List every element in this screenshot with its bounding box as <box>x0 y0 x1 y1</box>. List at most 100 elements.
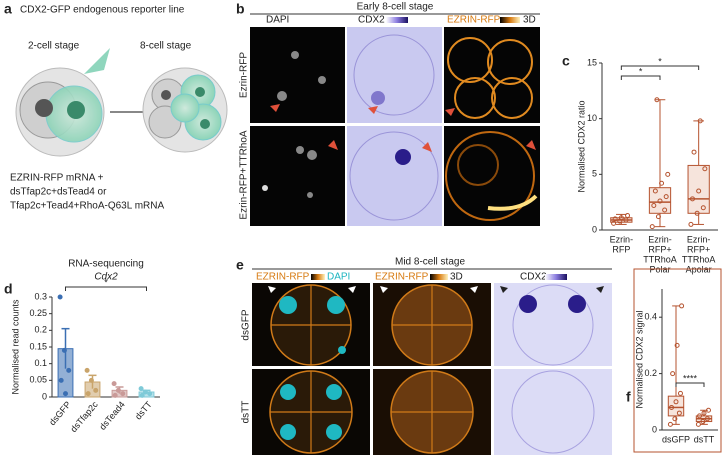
data-point <box>697 118 703 124</box>
data-point <box>611 220 617 226</box>
cdx2-nucleus <box>568 295 586 313</box>
micrograph <box>494 369 612 455</box>
micrograph <box>494 283 612 366</box>
nucleus <box>67 101 85 119</box>
panel-label: c <box>562 53 570 69</box>
data-point <box>663 194 669 200</box>
nucleus <box>161 90 171 100</box>
data-point <box>112 392 118 398</box>
x-tick-label: dsGFP <box>662 434 690 444</box>
column-header: CDX2 <box>520 272 547 283</box>
data-point <box>61 347 67 353</box>
data-point <box>147 391 153 397</box>
panel-title: Mid 8-cell stage <box>395 257 465 268</box>
column-header: EZRIN-RFP <box>256 272 310 283</box>
data-point <box>670 371 676 377</box>
data-point <box>651 203 657 209</box>
x-tick-label: dsTead4 <box>97 399 127 431</box>
arrowheads <box>500 286 604 293</box>
data-point <box>701 410 707 416</box>
embryo-outline <box>353 34 435 116</box>
cdx2-nucleus <box>519 295 537 313</box>
data-point <box>695 421 701 427</box>
significance-bracket <box>620 75 661 80</box>
y-axis-label: Normalised CDX2 signal <box>634 310 644 408</box>
y-tick-label: 15 <box>587 57 597 67</box>
panel-b: b Early 8-cell stage DAPI CDX2 EZRIN-RFP… <box>236 1 540 226</box>
colormap <box>430 274 448 280</box>
data-point <box>58 377 64 383</box>
nucleus <box>200 119 210 129</box>
plot-frame <box>633 268 722 453</box>
data-point <box>652 188 658 194</box>
data-point <box>700 419 706 425</box>
apical-domain <box>487 194 538 211</box>
embryo-outline <box>512 284 594 366</box>
nuclei <box>262 51 326 198</box>
data-point <box>57 294 63 300</box>
caption-line: dsTfap2c+dsTead4 or <box>10 187 107 198</box>
panel-a: a CDX2-GFP endogenous reporter line 2-ce… <box>4 1 228 212</box>
data-point <box>688 221 694 227</box>
box <box>648 187 672 214</box>
column-header: EZRIN-RFP <box>447 15 501 26</box>
colormap <box>386 17 408 23</box>
data-point <box>704 416 710 422</box>
y-tick-label: 0.05 <box>29 375 47 385</box>
stage-label: 8-cell stage <box>140 41 192 52</box>
colormap <box>500 17 520 23</box>
data-point <box>702 166 708 172</box>
cdx2-nucleus <box>371 91 385 105</box>
nucleus <box>195 87 205 97</box>
row-label: dsGFP <box>241 309 252 340</box>
x-tick-label: Ezrin- <box>687 234 711 244</box>
x-tick-label: TTRhoA <box>643 254 677 264</box>
colormap <box>311 274 325 280</box>
data-point <box>623 217 629 223</box>
data-point <box>674 342 680 348</box>
data-point <box>679 303 685 309</box>
chart-subtitle: Cdx2 <box>94 272 118 283</box>
data-point <box>677 390 683 396</box>
data-point <box>66 367 72 373</box>
row-label: Ezrin-RFP <box>239 52 250 98</box>
data-point <box>657 198 663 204</box>
y-tick-label: 0.2 <box>34 325 47 335</box>
y-tick-label: 0 <box>592 224 597 234</box>
caption-line: Tfap2c+Tead4+RhoA-Q63L mRNA <box>10 201 164 212</box>
cdx2-nucleus <box>395 149 411 165</box>
y-axis-label: Normalised CDX2 ratio <box>576 100 586 192</box>
significance-bracket <box>65 286 147 291</box>
x-tick-label: dsTT <box>133 399 154 422</box>
embryo-outline <box>349 131 439 221</box>
data-point <box>672 416 678 422</box>
caption-line: EZRIN-RFP mRNA + <box>10 173 104 184</box>
row-label: Ezrin-RFP+TTRhoA <box>239 130 250 220</box>
y-tick-label: 0.15 <box>29 341 47 351</box>
data-point <box>138 386 144 392</box>
panel-e: e Mid 8-cell stage EZRIN-RFP DAPI EZRIN-… <box>236 257 612 455</box>
data-point <box>673 399 679 405</box>
significance-label: * <box>658 56 662 66</box>
y-tick-label: 0 <box>42 391 47 401</box>
data-point <box>700 205 706 211</box>
data-point <box>689 196 695 202</box>
row-label: dsTT <box>241 401 252 424</box>
data-point <box>697 413 703 419</box>
significance-bracket <box>620 65 700 70</box>
micrograph <box>250 126 345 226</box>
chart-title: RNA-sequencing <box>68 259 144 270</box>
y-tick-label: 0.1 <box>34 358 47 368</box>
y-tick-label: 0.25 <box>29 308 47 318</box>
y-tick-label: 0.2 <box>644 368 657 378</box>
data-point <box>139 392 145 398</box>
data-point <box>120 391 126 397</box>
ezrin-cells <box>445 37 535 221</box>
x-tick-label: dsTfap2c <box>68 399 100 434</box>
data-point <box>665 171 671 177</box>
embryo-outline <box>511 370 595 454</box>
x-tick-label: RFP+ <box>648 244 671 254</box>
significance-label: * <box>104 277 108 287</box>
data-point <box>111 381 117 387</box>
nucleus <box>35 99 53 117</box>
